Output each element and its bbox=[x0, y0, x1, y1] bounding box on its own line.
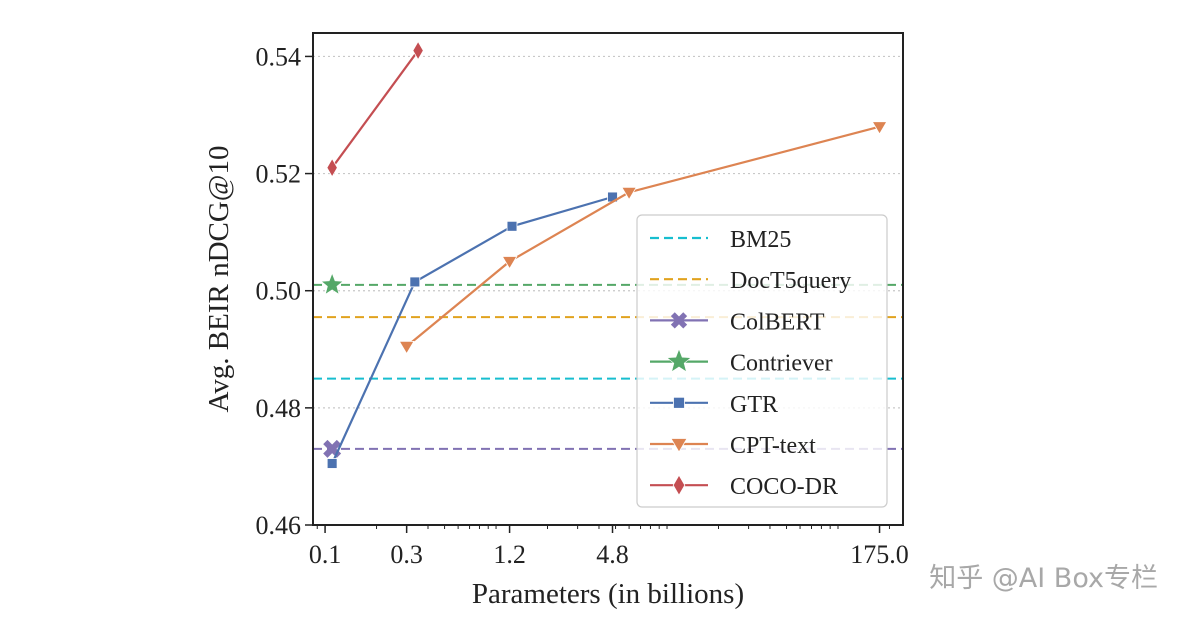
series-line-cpt-text bbox=[405, 125, 880, 348]
gtr-point bbox=[506, 220, 518, 232]
y-axis-title: Avg. BEIR nDCG@10 bbox=[203, 145, 235, 412]
coco-dr-point bbox=[326, 157, 338, 178]
cpt-text-point bbox=[501, 256, 518, 270]
legend-label-coco-dr: COCO-DR bbox=[730, 474, 838, 500]
y-tick-label: 0.54 bbox=[256, 42, 302, 71]
legend-marker-contriever bbox=[666, 348, 692, 373]
cpt-text-point bbox=[621, 186, 637, 201]
cpt-text-point bbox=[398, 341, 415, 355]
legend-marker-gtr bbox=[673, 396, 685, 409]
x-tick-label: 1.2 bbox=[493, 540, 526, 569]
x-tick-label: 0.3 bbox=[390, 540, 423, 569]
y-tick-label: 0.50 bbox=[256, 277, 302, 306]
legend-marker-colbert-stroke-b bbox=[670, 312, 688, 329]
legend-label-colbert: ColBERT bbox=[730, 309, 825, 335]
legend-marker-coco-dr bbox=[672, 474, 686, 496]
series-line-coco-dr bbox=[331, 49, 419, 169]
watermark: 知乎 @AI Box专栏 bbox=[929, 563, 1158, 594]
y-tick-label: 0.48 bbox=[256, 394, 302, 423]
x-tick-label: 4.8 bbox=[596, 540, 629, 569]
axis-ticks: 0.46 0.48 0.50 0.52 0.54 0.1 0.3 1.2 4.8 175.0 bbox=[256, 42, 909, 569]
legend-box bbox=[636, 214, 888, 508]
x-axis-title: Parameters (in billions) bbox=[472, 578, 744, 610]
contriever-marker bbox=[320, 272, 344, 295]
series-lines bbox=[326, 40, 888, 469]
legend-label-cpt-text: CPT-text bbox=[730, 433, 816, 459]
legend-label-bm25: BM25 bbox=[730, 227, 791, 253]
x-tick-label: 0.1 bbox=[309, 540, 342, 569]
x-tick-label: 175.0 bbox=[850, 540, 909, 569]
series-line-gtr bbox=[331, 195, 613, 464]
legend: BM25 DocT5query ColBERT Contriever GTR CPT-te… bbox=[636, 214, 888, 508]
gtr-point bbox=[326, 458, 338, 469]
y-tick-label: 0.52 bbox=[256, 160, 302, 189]
gtr-point bbox=[409, 276, 421, 288]
legend-label-doct5query: DocT5query bbox=[730, 268, 851, 294]
legend-label-contriever: Contriever bbox=[730, 351, 833, 377]
legend-marker-cpt-text bbox=[670, 438, 688, 453]
legend-marker-colbert bbox=[670, 312, 688, 329]
legend-label-gtr: GTR bbox=[730, 392, 778, 418]
plot-frame bbox=[312, 32, 904, 526]
y-tick-label: 0.46 bbox=[256, 511, 302, 540]
colbert-marker-stroke-b bbox=[323, 439, 342, 458]
cpt-text-point bbox=[871, 121, 888, 135]
coco-dr-point bbox=[412, 40, 424, 61]
